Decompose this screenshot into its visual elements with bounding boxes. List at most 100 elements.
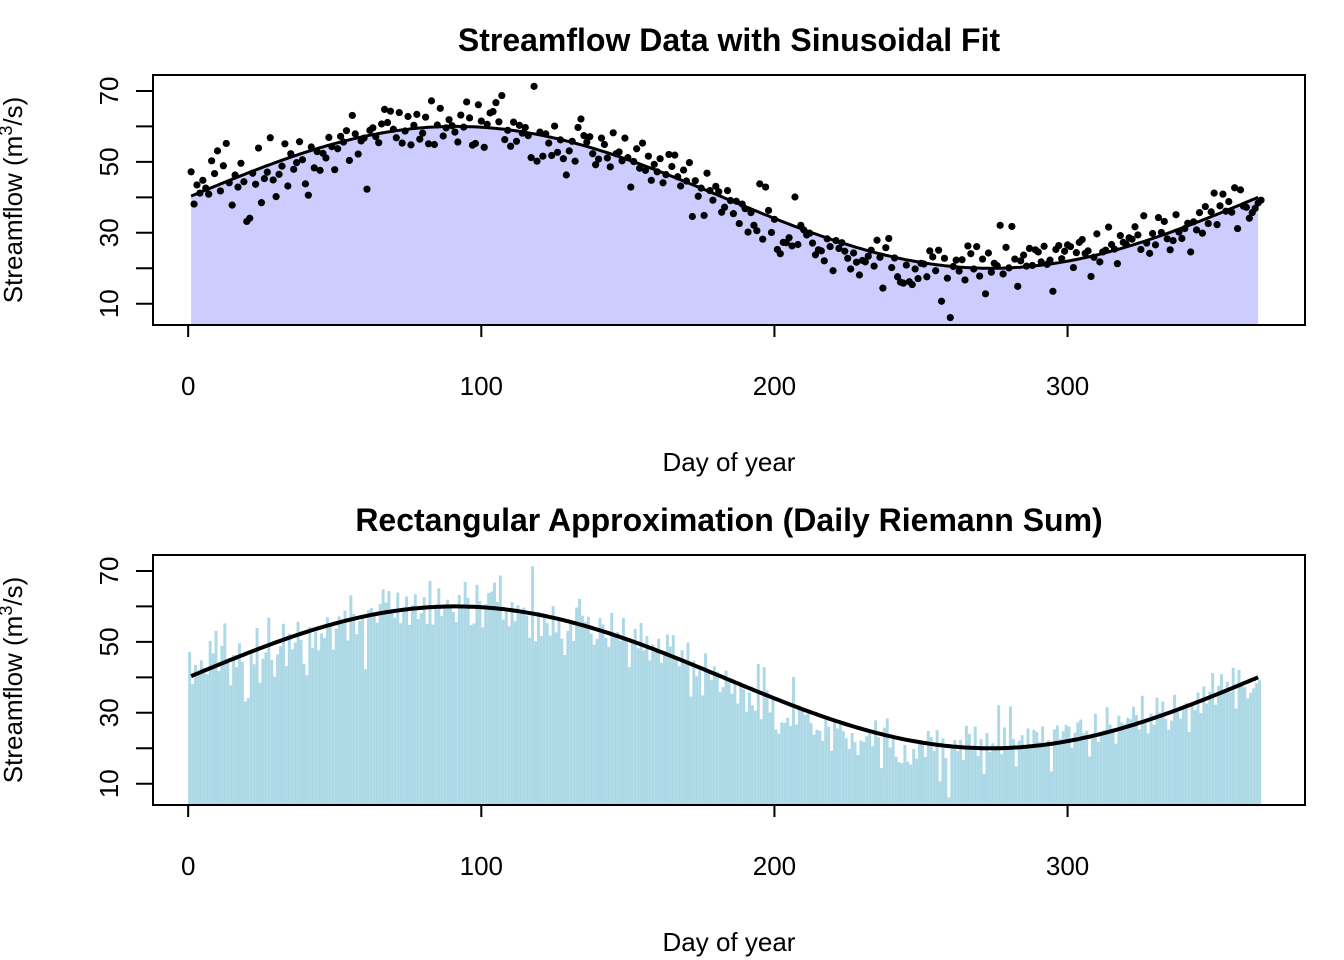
data-point xyxy=(1236,186,1245,194)
riemann-bar xyxy=(991,743,995,805)
riemann-bar xyxy=(1211,673,1215,805)
riemann-bar xyxy=(768,712,772,805)
riemann-bar xyxy=(493,582,496,805)
data-point xyxy=(474,101,482,109)
riemann-bar xyxy=(762,667,766,805)
riemann-bar xyxy=(704,653,708,805)
riemann-bar xyxy=(698,668,702,805)
data-point xyxy=(533,157,541,165)
data-point xyxy=(967,250,975,258)
data-point xyxy=(562,171,570,179)
data-point xyxy=(278,162,286,170)
data-point xyxy=(764,206,773,215)
data-point xyxy=(826,243,834,251)
data-point xyxy=(383,118,392,127)
riemann-bar xyxy=(387,591,391,805)
riemann-bar xyxy=(501,619,505,805)
riemann-bar xyxy=(1035,731,1039,805)
riemann-bar xyxy=(375,622,379,805)
riemann-bar xyxy=(944,758,948,805)
riemann-bar xyxy=(818,730,822,805)
riemann-bar xyxy=(1017,740,1021,805)
riemann-bar xyxy=(909,764,913,805)
riemann-bar xyxy=(982,773,986,805)
fit-area xyxy=(191,126,1259,326)
data-point xyxy=(480,143,488,151)
riemann-bar xyxy=(264,652,268,805)
riemann-bar xyxy=(879,768,883,805)
riemann-bar xyxy=(938,781,942,805)
data-point xyxy=(272,193,280,201)
data-point xyxy=(958,256,966,264)
data-point xyxy=(1049,287,1057,295)
riemann-bar xyxy=(959,739,963,805)
data-point xyxy=(392,134,400,142)
riemann-bar xyxy=(1161,701,1165,805)
riemann-bar xyxy=(856,755,860,805)
data-point xyxy=(1178,234,1186,243)
data-point xyxy=(600,140,609,149)
riemann-bar xyxy=(589,633,593,805)
chart-title: Rectangular Approximation (Daily Riemann… xyxy=(355,502,1102,538)
data-point xyxy=(187,168,195,176)
riemann-bar xyxy=(384,602,388,805)
riemann-bar xyxy=(460,607,464,805)
plot-frame xyxy=(152,74,1306,326)
riemann-bar xyxy=(686,642,690,805)
data-point xyxy=(574,123,582,132)
data-point xyxy=(1251,204,1259,212)
riemann-bar xyxy=(636,648,640,805)
riemann-bar xyxy=(238,643,241,805)
riemann-bar xyxy=(1193,709,1197,805)
riemann-bar xyxy=(188,651,192,805)
data-point xyxy=(509,118,518,126)
riemann-bar xyxy=(1208,691,1212,805)
data-point xyxy=(463,98,471,106)
data-point xyxy=(427,97,436,105)
riemann-bar xyxy=(428,580,432,805)
riemann-bar xyxy=(777,733,781,805)
riemann-bar xyxy=(311,647,315,805)
riemann-bar xyxy=(1117,715,1121,805)
riemann-bar xyxy=(677,665,681,805)
riemann-bar xyxy=(1061,731,1065,805)
riemann-bar xyxy=(756,663,760,805)
data-point xyxy=(1034,248,1042,256)
riemann-bar xyxy=(1011,739,1015,805)
riemann-bar xyxy=(372,616,376,805)
riemann-bar xyxy=(674,656,678,805)
data-point xyxy=(416,135,424,143)
riemann-bar xyxy=(871,746,875,805)
data-point xyxy=(685,158,694,167)
riemann-bar xyxy=(346,640,350,805)
data-point xyxy=(1210,189,1218,197)
riemann-bar xyxy=(833,720,836,805)
data-point xyxy=(1025,244,1034,252)
y-axis-label: Streamflow (m3/s) xyxy=(0,97,28,303)
riemann-bar xyxy=(478,601,482,805)
riemann-bar xyxy=(912,748,916,805)
riemann-bar xyxy=(853,742,857,805)
y-axis: 10 30 50 70 xyxy=(94,76,153,318)
data-point xyxy=(363,185,371,193)
riemann-bar xyxy=(750,705,754,805)
riemann-bar xyxy=(314,631,318,805)
data-point xyxy=(219,162,227,170)
riemann-bar xyxy=(255,628,259,805)
data-point xyxy=(671,151,679,159)
riemann-bar xyxy=(765,690,769,805)
data-point xyxy=(817,247,825,255)
riemann-bar xyxy=(1228,692,1232,805)
riemann-bar xyxy=(1255,683,1259,805)
data-point xyxy=(498,91,506,100)
data-point xyxy=(193,181,201,189)
riemann-bar xyxy=(440,615,444,805)
riemann-bar xyxy=(718,692,722,805)
y-axis-label-tail: /s) xyxy=(0,97,28,126)
riemann-bar xyxy=(331,649,335,805)
riemann-bar xyxy=(882,727,886,805)
y-tick-label: 10 xyxy=(94,289,124,318)
data-point xyxy=(550,122,559,130)
riemann-bar xyxy=(299,639,303,805)
data-point xyxy=(325,133,333,142)
